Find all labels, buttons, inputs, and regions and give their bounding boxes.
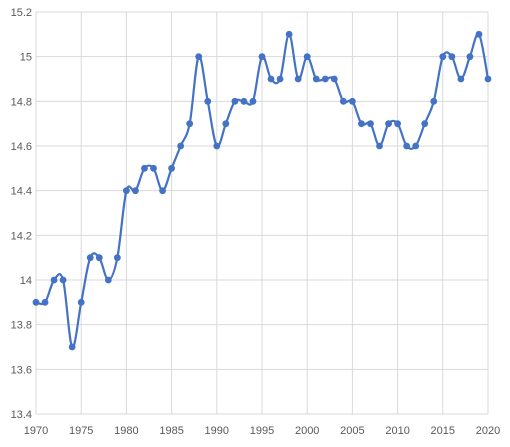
data-point: [385, 120, 392, 128]
data-point: [32, 298, 40, 306]
data-point: [213, 142, 221, 150]
data-point: [285, 30, 293, 38]
data-point: [240, 97, 248, 105]
data-point: [367, 120, 374, 128]
data-point: [50, 276, 58, 284]
data-point: [448, 53, 456, 61]
y-tick-label: 14.8: [11, 96, 32, 108]
data-point: [104, 276, 112, 284]
data-point: [303, 53, 311, 61]
data-point: [41, 298, 49, 306]
y-tick-label: 13.8: [11, 320, 32, 332]
data-point: [439, 53, 447, 61]
data-point: [132, 187, 139, 195]
data-point: [339, 97, 347, 105]
data-point: [484, 75, 492, 83]
y-tick-label: 15: [20, 52, 32, 64]
x-tick-label: 2020: [476, 425, 500, 437]
data-point: [204, 97, 212, 105]
data-point: [475, 30, 483, 38]
data-point: [376, 142, 383, 150]
data-point: [358, 120, 365, 128]
y-tick-label: 14.4: [11, 186, 32, 198]
y-tick-label: 15.2: [11, 7, 32, 19]
x-tick-label: 1985: [159, 425, 183, 437]
data-point: [294, 75, 302, 83]
data-point: [113, 254, 121, 262]
x-tick-label: 2005: [340, 425, 364, 437]
y-axis-tick-labels: 13.4 13.6 13.8 14 14.2 14.4 14.6 14.8 15 15.2: [11, 7, 32, 421]
data-point: [321, 75, 329, 83]
data-point: [95, 254, 103, 262]
data-point: [123, 187, 130, 195]
data-point: [186, 120, 194, 128]
data-point: [430, 97, 438, 105]
data-point: [403, 142, 411, 150]
data-point: [421, 120, 429, 128]
data-point: [394, 120, 401, 128]
data-point: [177, 142, 185, 150]
data-point: [86, 254, 94, 262]
data-point: [412, 142, 420, 150]
x-tick-label: 1990: [205, 425, 229, 437]
data-point: [195, 53, 203, 61]
x-axis-tick-labels: 1970 1975 1980 1985 1990 1995 2000 2005 2010 2015…: [24, 425, 500, 437]
data-point: [168, 164, 176, 172]
y-tick-label: 13.4: [11, 409, 32, 421]
data-point: [150, 164, 157, 172]
data-point: [330, 75, 338, 83]
x-tick-label: 2010: [385, 425, 409, 437]
data-point: [249, 97, 257, 105]
data-point: [59, 276, 67, 284]
x-tick-label: 1995: [250, 425, 274, 437]
x-tick-label: 2000: [295, 425, 319, 437]
y-tick-label: 14.2: [11, 230, 32, 242]
y-tick-label: 13.6: [11, 364, 32, 376]
data-point: [159, 187, 166, 195]
data-point: [312, 75, 320, 83]
x-tick-label: 1975: [69, 425, 93, 437]
data-point: [258, 53, 266, 61]
x-tick-label: 2015: [431, 425, 455, 437]
data-point: [77, 298, 85, 306]
data-point: [457, 75, 465, 83]
y-tick-label: 14: [20, 275, 32, 287]
data-point: [276, 75, 284, 83]
data-point: [68, 343, 76, 351]
x-tick-label: 1970: [24, 425, 48, 437]
data-point: [141, 164, 148, 172]
series-layer: [32, 30, 492, 351]
data-point: [267, 75, 275, 83]
gridlines: [35, 11, 489, 415]
data-point: [231, 97, 239, 105]
x-tick-label: 1980: [114, 425, 138, 437]
y-tick-label: 14.6: [11, 141, 32, 153]
data-point: [349, 97, 356, 105]
data-point: [466, 53, 474, 61]
data-point: [222, 120, 230, 128]
